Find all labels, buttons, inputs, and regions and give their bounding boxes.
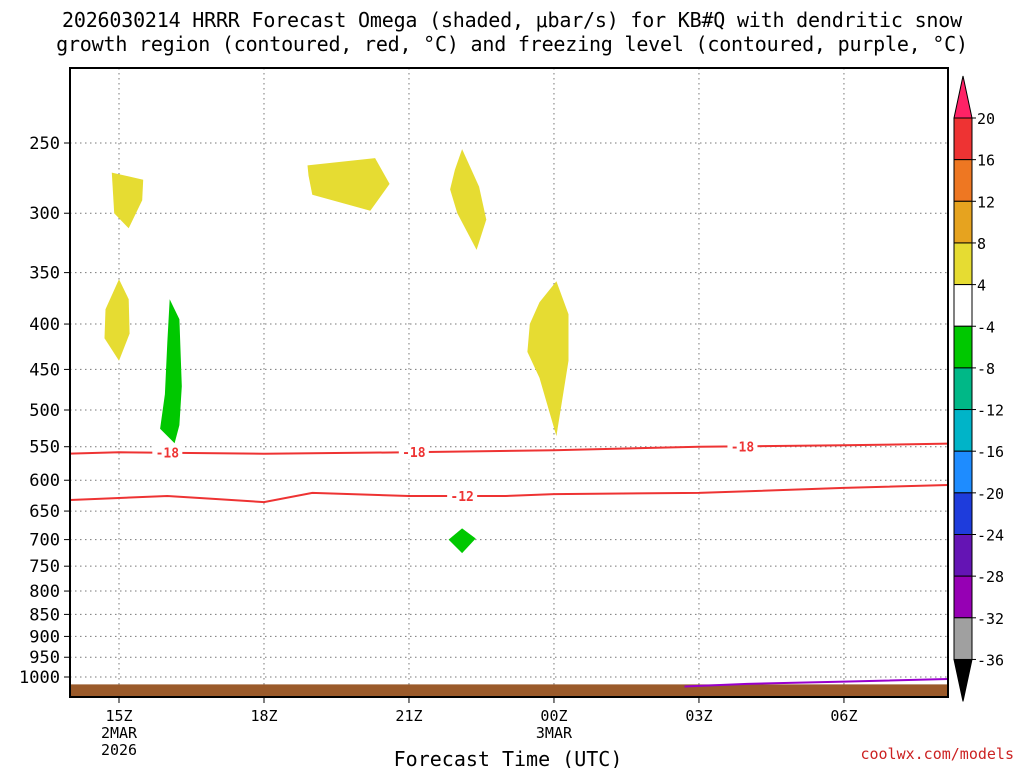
colorbar-label: -36 [977, 651, 1004, 669]
colorbar-band [953, 200, 973, 244]
grid [70, 68, 948, 697]
colorbar: 20 16 12 8 4 -4 -8 -12 -16 -20 -24 -28 -32 -36 [953, 75, 1004, 702]
omega-region-negative-6 [160, 299, 182, 444]
title-line-1: 2026030214 HRRR Forecast Omega (shaded, … [62, 8, 962, 32]
y-tick-label: 500 [29, 401, 60, 421]
colorbar-band [953, 575, 973, 619]
colorbar-label: -32 [977, 610, 1004, 628]
page-title: 2026030214 HRRR Forecast Omega (shaded, … [0, 8, 1024, 56]
colorbar-label: -28 [977, 568, 1004, 586]
x-tick-label: 18Z [250, 707, 277, 725]
omega-region-positive-1 [111, 172, 144, 229]
colorbar-label: 4 [977, 277, 986, 295]
y-tick-label: 650 [29, 502, 60, 522]
terrain-band-fill [70, 684, 948, 697]
contour-label-bg [727, 439, 758, 454]
colorbar-arrow-top [953, 75, 973, 119]
y-tick-label: 850 [29, 605, 60, 625]
x-axis-title: Forecast Time (UTC) [394, 747, 623, 768]
colorbar-label: 16 [977, 152, 995, 170]
contour-labels: -18 -18 -18 -12 [152, 439, 758, 505]
y-tick-label: 950 [29, 648, 60, 668]
colorbar-arrow-bottom [953, 658, 973, 702]
x-tick-year: 2026 [101, 741, 137, 759]
plot-background [70, 68, 948, 697]
contour-line-minus12 [70, 483, 948, 504]
colorbar-band [953, 492, 973, 536]
y-tick-label: 250 [29, 134, 60, 154]
y-tick-label: 750 [29, 557, 60, 577]
colorbar-label: 20 [977, 110, 995, 128]
omega-region-negative-7 [448, 528, 476, 554]
colorbar-band [953, 450, 973, 494]
omega-region-positive-5 [527, 281, 569, 437]
colorbar-band [953, 409, 973, 452]
contour-line-minus18 [70, 442, 948, 455]
credit-text: coolwx.com/models [860, 745, 1014, 763]
plot-area [70, 68, 948, 697]
colorbar-band [953, 159, 973, 202]
x-tick-label: 06Z [830, 707, 857, 725]
omega-region-positive-3 [307, 158, 390, 211]
y-tick-label: 1000 [19, 668, 60, 688]
omega-region-positive-4 [450, 149, 487, 250]
colorbar-label: -24 [977, 527, 1004, 545]
contour-label: -18 [731, 440, 755, 455]
y-axis: 2503003504004505005506006507007508008509… [19, 134, 70, 688]
contour-label-bg [447, 488, 478, 503]
colorbar-band [953, 284, 973, 327]
y-tick-label: 400 [29, 315, 60, 335]
y-tick-label: 900 [29, 627, 60, 647]
omega-shading [104, 149, 569, 554]
y-tick-label: 550 [29, 438, 60, 458]
colorbar-label: 8 [977, 235, 986, 253]
colorbar-band [953, 117, 973, 161]
colorbar-band [953, 617, 973, 660]
colorbar-band [953, 534, 973, 577]
x-tick-date: 3MAR [536, 724, 573, 742]
title-line-2: growth region (contoured, red, °C) and f… [56, 32, 968, 56]
colorbar-label: -12 [977, 402, 1004, 420]
contour-label: -12 [450, 490, 473, 505]
omega-region-positive-2 [104, 279, 130, 361]
y-tick-label: 600 [29, 471, 60, 491]
contour-label-bg [152, 445, 183, 460]
contour-lines [70, 442, 948, 688]
colorbar-label: -20 [977, 485, 1004, 503]
y-tick-label: 300 [29, 204, 60, 224]
contour-line-freezing-level [684, 677, 948, 688]
x-tick-label: 15Z [105, 707, 132, 725]
plot-border [69, 67, 949, 698]
colorbar-band [953, 242, 973, 286]
y-tick-label: 700 [29, 531, 60, 551]
x-tick-date: 2MAR [101, 724, 138, 742]
colorbar-label: -4 [977, 318, 995, 336]
x-tick-label: 00Z [540, 707, 567, 725]
y-tick-label: 350 [29, 264, 60, 284]
contour-label: -18 [402, 446, 426, 461]
y-tick-label: 450 [29, 360, 60, 380]
contour-label: -18 [156, 447, 180, 462]
colorbar-label: -8 [977, 360, 995, 378]
colorbar-band [953, 325, 973, 369]
colorbar-label: -16 [977, 443, 1004, 461]
y-tick-label: 800 [29, 582, 60, 602]
x-tick-label: 21Z [395, 707, 422, 725]
plot-frame [69, 67, 949, 698]
colorbar-label: 12 [977, 193, 995, 211]
x-tick-label: 03Z [685, 707, 712, 725]
terrain-band [70, 684, 948, 697]
colorbar-band [953, 367, 973, 411]
contour-label-bg [398, 445, 429, 460]
